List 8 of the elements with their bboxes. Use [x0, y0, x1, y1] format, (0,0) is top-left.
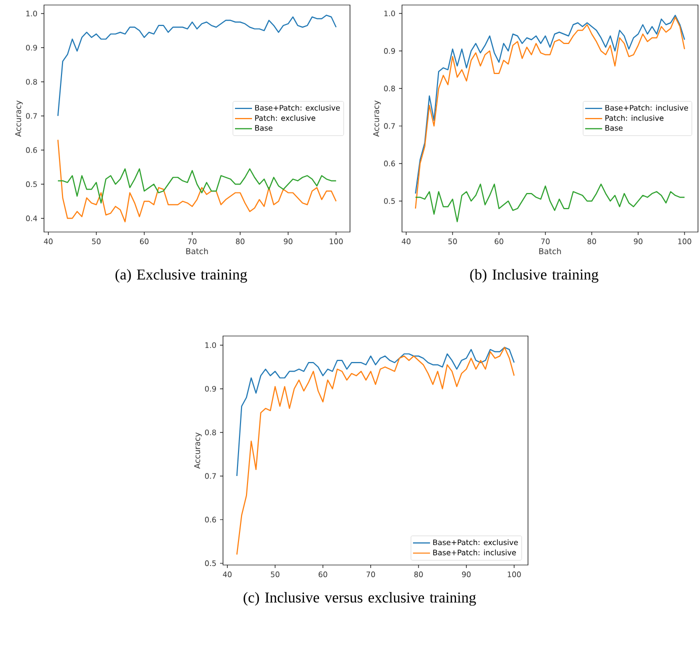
y-axis-title: Accuracy [194, 432, 202, 469]
x-axis-title: Batch [539, 248, 561, 254]
text: (a) Exclusive training [116, 269, 248, 283]
y-axis-title: Accuracy [15, 100, 23, 137]
y-axis-title: Accuracy [373, 100, 381, 137]
text: (c) Inclusive versus exclusive training [244, 592, 476, 606]
text: (b) Inclusive training [470, 269, 598, 283]
x-axis-title: Batch [186, 248, 208, 254]
